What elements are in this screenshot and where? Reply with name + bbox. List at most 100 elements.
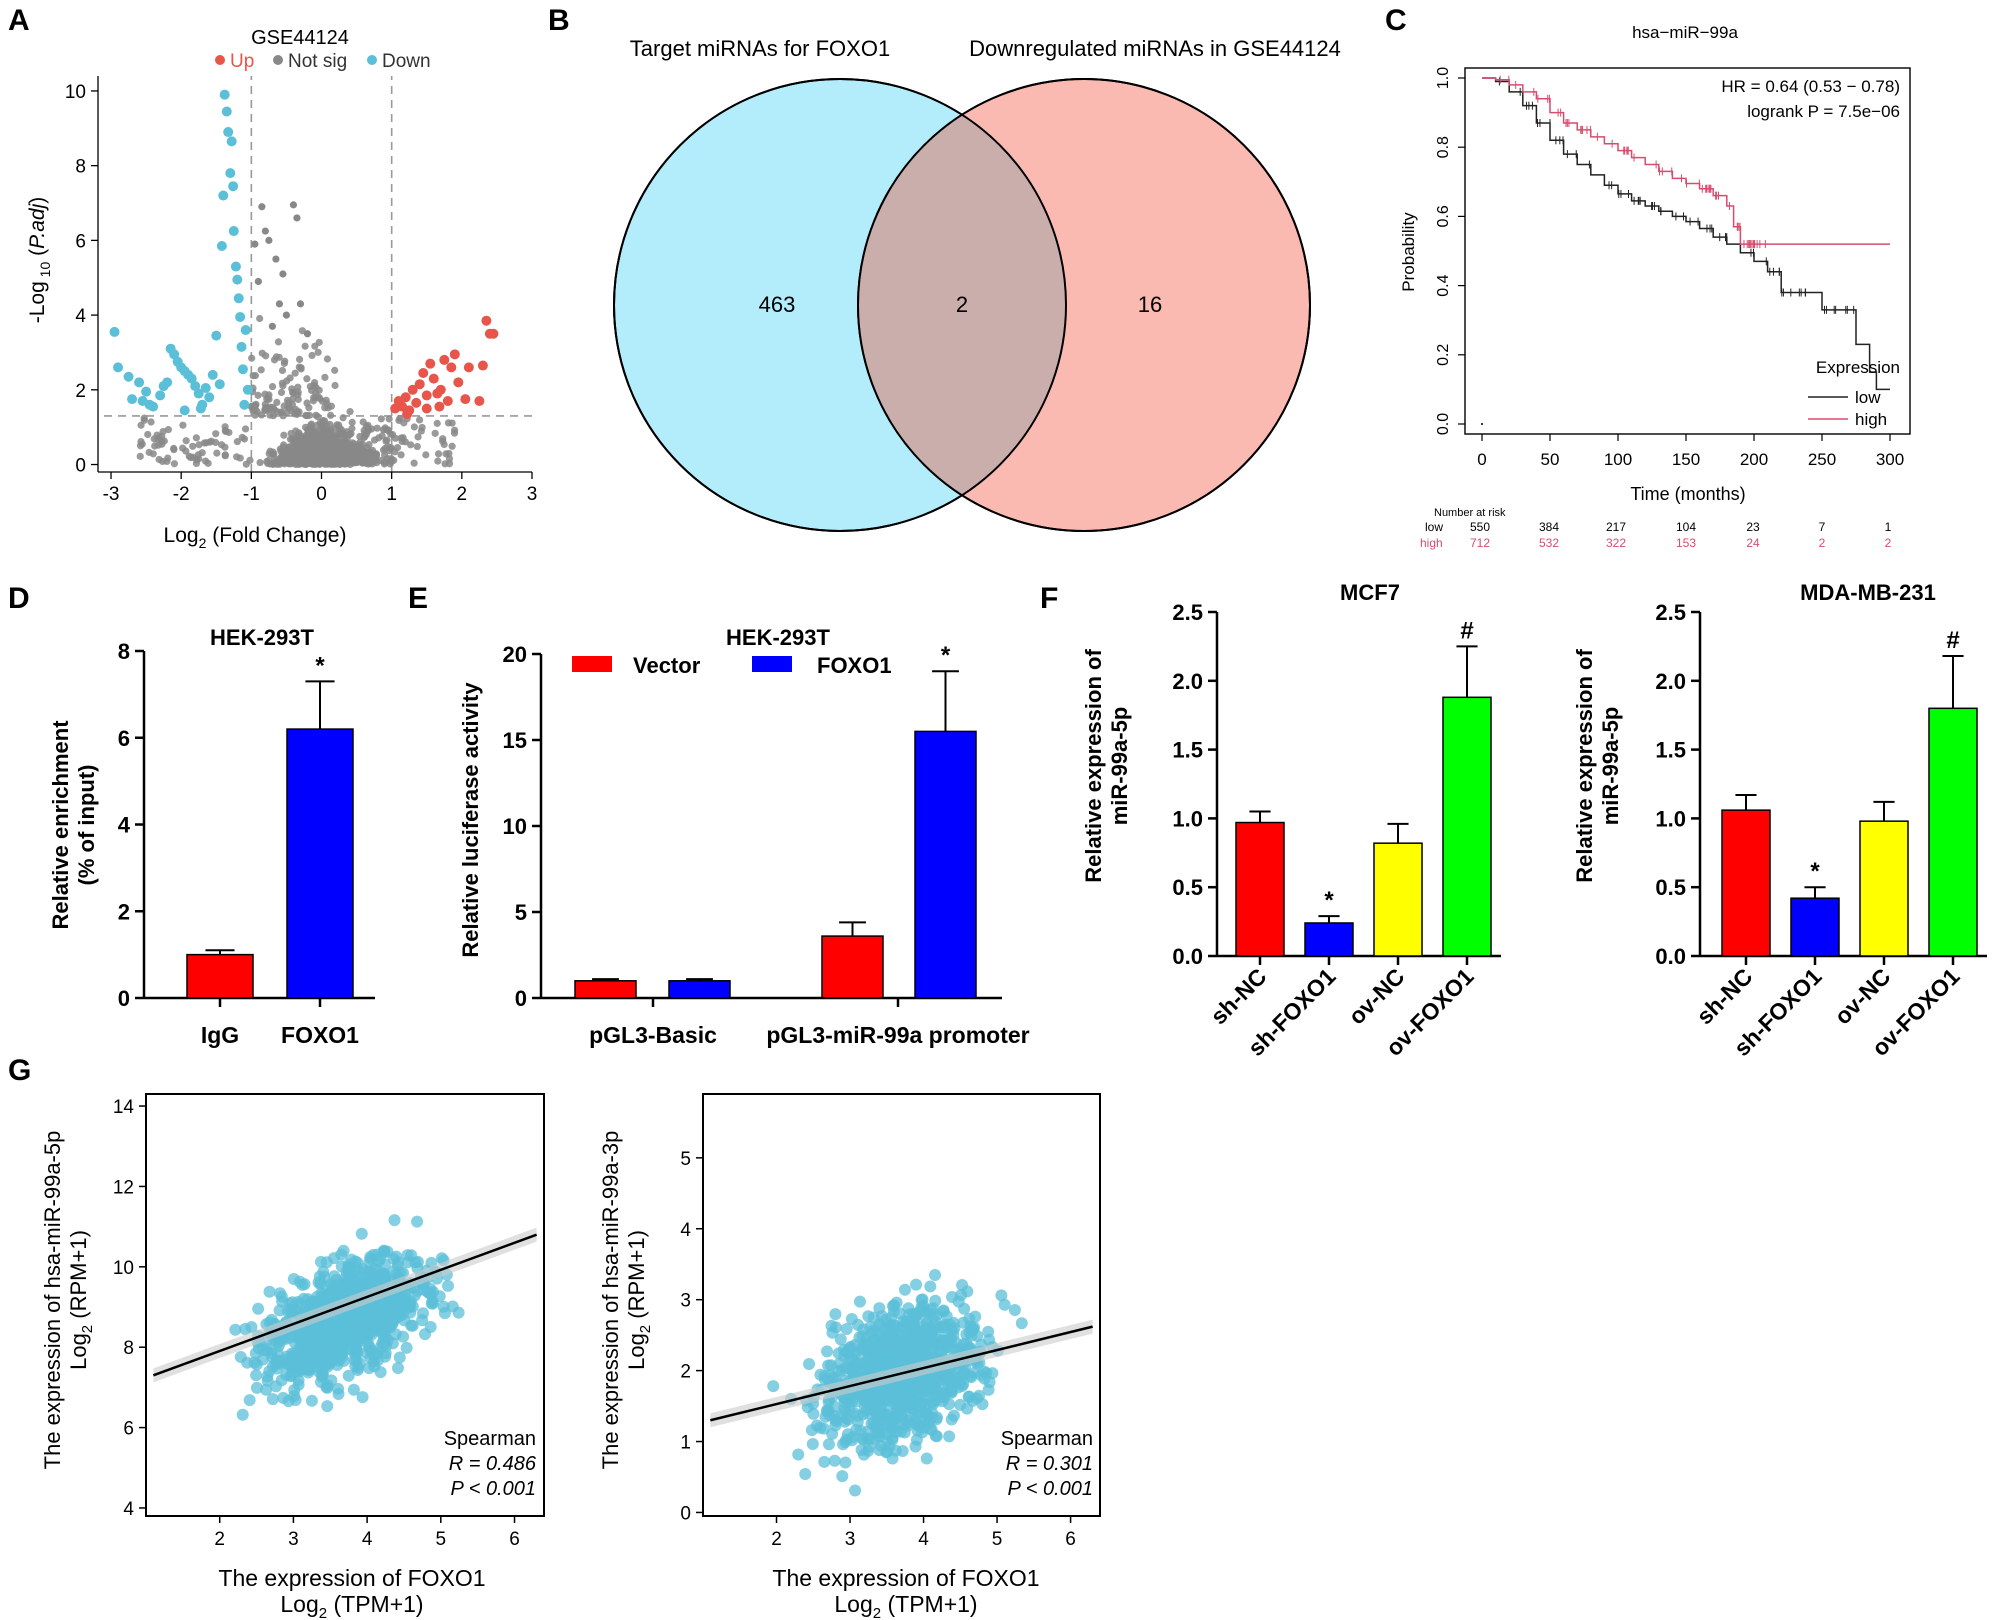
notsig-point xyxy=(321,434,329,443)
scatter-point xyxy=(920,1452,933,1465)
scatter-point xyxy=(956,1278,969,1291)
scatter-point xyxy=(855,1443,868,1456)
volcano-plot xyxy=(104,76,532,472)
down-point xyxy=(193,388,204,399)
notsig-point xyxy=(164,454,172,462)
venn-left-count: 463 xyxy=(759,292,796,317)
notsig-point xyxy=(275,300,284,308)
notsig-point xyxy=(348,418,356,426)
notsig-point xyxy=(189,442,197,450)
notsig-point xyxy=(295,408,303,416)
km-risk-table: Number at risk low high 550 384 217 104 23 7 1… xyxy=(1420,507,1892,550)
d-category-label: FOXO1 xyxy=(281,1022,359,1048)
scatter-point xyxy=(363,1362,376,1375)
bar-y-tick-label: 0.5 xyxy=(1655,875,1686,900)
notsig-point xyxy=(312,411,320,419)
down-point xyxy=(137,396,148,407)
risk-high-cell: 2 xyxy=(1819,536,1826,550)
down-point xyxy=(237,364,248,375)
scatter-y-tick-label: 3 xyxy=(680,1291,691,1312)
scatter-point xyxy=(918,1324,931,1337)
km-y-tick-label: 0.6 xyxy=(1435,205,1452,227)
g-left-scatter: 2 3 4 5 6 4 6 8 10 12 14 xyxy=(113,1093,545,1550)
notsig-point xyxy=(279,382,287,390)
bar-y-tick-label: 6 xyxy=(118,726,130,751)
up-point xyxy=(439,354,450,365)
scatter-point xyxy=(844,1340,857,1353)
down-point xyxy=(228,181,239,192)
down-point xyxy=(242,384,253,395)
notsig-point xyxy=(144,430,152,439)
notsig-point xyxy=(410,423,418,431)
notsig-point xyxy=(204,459,212,467)
g-left-xlabel-1: The expression of FOXO1 xyxy=(218,1565,485,1591)
f-title-mdamb231: MDA-MB-231 xyxy=(1800,580,1936,605)
scatter-point xyxy=(438,1307,451,1320)
scatter-point xyxy=(874,1337,887,1350)
scatter-point xyxy=(314,1351,327,1364)
notsig-point xyxy=(258,203,266,211)
scatter-point xyxy=(393,1309,406,1322)
e-group-label: pGL3-Basic xyxy=(589,1022,717,1048)
panel-e: E HEK-293T Vector FOXO1 Relative lucifer… xyxy=(408,582,1030,1048)
e-legend-foxo1-label: FOXO1 xyxy=(817,653,892,678)
scatter-point xyxy=(401,1256,414,1269)
notsig-point xyxy=(158,432,166,440)
scatter-point xyxy=(868,1354,881,1367)
volcano-axes: -3 -2 -1 0 1 2 3 0 2 4 6 8 10 xyxy=(65,76,537,505)
bar xyxy=(1928,707,1978,957)
notsig-point xyxy=(293,214,301,222)
scatter-point xyxy=(824,1369,837,1382)
g-right-p: P < 0.001 xyxy=(1008,1478,1093,1500)
scatter-point xyxy=(822,1438,835,1451)
volcano-xlabel: Log2 (Fold Change) xyxy=(164,524,347,551)
scatter-x-tick-label: 3 xyxy=(288,1529,299,1550)
bar-y-tick-label: 0 xyxy=(515,986,527,1011)
notsig-point xyxy=(265,236,273,244)
notsig-point xyxy=(337,444,345,452)
scatter-point xyxy=(400,1341,413,1354)
notsig-point xyxy=(314,348,322,356)
notsig-point xyxy=(149,450,157,458)
risk-low-cell: 104 xyxy=(1676,520,1696,534)
down-point xyxy=(239,399,250,410)
notsig-point xyxy=(379,426,388,434)
significance-mark: * xyxy=(1810,858,1820,885)
scatter-point xyxy=(328,1252,341,1265)
scatter-point xyxy=(273,1304,286,1317)
scatter-point xyxy=(828,1454,841,1467)
down-point xyxy=(109,326,120,337)
notsig-point xyxy=(385,415,393,423)
notsig-point xyxy=(331,381,339,390)
notsig-point xyxy=(303,375,311,383)
g-right-r: R = 0.301 xyxy=(1006,1453,1093,1475)
notsig-point xyxy=(323,400,331,408)
notsig-point xyxy=(283,396,292,404)
scatter-point xyxy=(803,1357,816,1370)
scatter-point xyxy=(898,1283,911,1296)
notsig-point xyxy=(377,415,385,423)
notsig-point xyxy=(279,270,287,278)
f-right-ylabel-1: Relative expression of xyxy=(1572,649,1597,883)
up-point xyxy=(484,328,495,339)
scatter-y-tick-label: 4 xyxy=(123,1499,134,1520)
notsig-point xyxy=(441,460,449,468)
scatter-point xyxy=(243,1394,256,1407)
panel-letter-d: D xyxy=(8,582,30,615)
notsig-point xyxy=(295,458,303,466)
scatter-point xyxy=(397,1330,410,1343)
scatter-y-tick-label: 12 xyxy=(113,1177,134,1198)
notsig-point xyxy=(385,447,393,455)
bar xyxy=(1790,897,1840,957)
scatter-x-tick-label: 4 xyxy=(918,1529,929,1550)
bar-y-tick-label: 15 xyxy=(503,728,527,753)
risk-high-cell: 532 xyxy=(1539,536,1559,550)
scatter-point xyxy=(792,1448,805,1461)
km-legend: Expression low high xyxy=(1808,358,1900,429)
risk-high-cell: 24 xyxy=(1746,536,1760,550)
scatter-point xyxy=(924,1280,937,1293)
risk-high-cell: 2 xyxy=(1885,536,1892,550)
notsig-point xyxy=(233,438,241,446)
notsig-point xyxy=(333,452,342,460)
notsig-point xyxy=(415,416,424,424)
